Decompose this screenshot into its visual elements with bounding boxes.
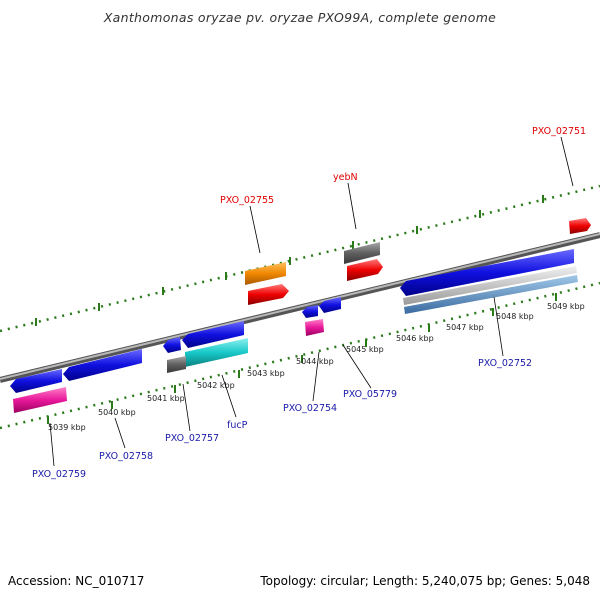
gene-pxo-02759-blue[interactable] bbox=[10, 369, 62, 393]
label-fucp[interactable]: fucP bbox=[227, 420, 248, 431]
kbp-label-5040: 5040 kbp bbox=[98, 408, 136, 417]
label-pxo-02757[interactable]: PXO_02757 bbox=[165, 433, 219, 444]
label-pxo-02751[interactable]: PXO_02751 bbox=[532, 126, 586, 137]
label-pxo-02754[interactable]: PXO_02754 bbox=[283, 403, 337, 414]
gene-pxo-05779[interactable] bbox=[319, 297, 341, 313]
gene-pxo-02752[interactable] bbox=[400, 249, 574, 296]
gene-pxo-02754-blue[interactable] bbox=[302, 305, 318, 318]
gene-pxo-02752-steel[interactable] bbox=[404, 275, 578, 314]
ruler-lower-ticks bbox=[47, 293, 557, 424]
kbp-label-5039: 5039 kbp bbox=[48, 423, 86, 432]
kbp-label-5041: 5041 kbp bbox=[147, 394, 185, 403]
genome-backbone-highlight bbox=[0, 233, 600, 380]
gene-pxo-02755[interactable] bbox=[245, 262, 286, 285]
gene-pxo-02757[interactable] bbox=[167, 356, 186, 373]
kbp-label-5049: 5049 kbp bbox=[547, 302, 585, 311]
gene-yebn-gray[interactable] bbox=[344, 242, 380, 264]
ruler-upper-ticks bbox=[35, 195, 544, 326]
kbp-label-5042: 5042 kbp bbox=[197, 381, 235, 390]
kbp-label-5047: 5047 kbp bbox=[446, 323, 484, 332]
kbp-label-5046: 5046 kbp bbox=[396, 334, 434, 343]
kbp-label-5048: 5048 kbp bbox=[496, 312, 534, 321]
kbp-label-5043: 5043 kbp bbox=[247, 369, 285, 378]
gene-pxo-02752-silver[interactable] bbox=[403, 266, 577, 305]
gene-fucp[interactable] bbox=[182, 321, 244, 348]
label-pxo-02755[interactable]: PXO_02755 bbox=[220, 195, 274, 206]
gene-pxo-02758[interactable] bbox=[63, 349, 142, 381]
kbp-label-5044: 5044 kbp bbox=[296, 357, 334, 366]
label-pxo-02758[interactable]: PXO_02758 bbox=[99, 451, 153, 462]
gene-pxo-02751[interactable] bbox=[569, 218, 591, 234]
kbp-label-5045: 5045 kbp bbox=[346, 345, 384, 354]
gene-pxo-02754[interactable] bbox=[305, 319, 324, 336]
callout-lines bbox=[49, 136, 574, 467]
label-pxo-02752[interactable]: PXO_02752 bbox=[478, 358, 532, 369]
label-pxo-02759[interactable]: PXO_02759 bbox=[32, 469, 86, 480]
genome-summary-text: Topology: circular; Length: 5,240,075 bp… bbox=[260, 574, 590, 588]
gene-pxo-02755-red[interactable] bbox=[248, 284, 289, 305]
accession-text: Accession: NC_010717 bbox=[8, 574, 145, 588]
genome-title: Xanthomonas oryzae pv. oryzae PXO99A, co… bbox=[103, 10, 497, 25]
gene-fucp-cyan[interactable] bbox=[185, 338, 248, 367]
label-pxo-05779[interactable]: PXO_05779 bbox=[343, 389, 397, 400]
gene-pxo-02759[interactable] bbox=[13, 387, 67, 413]
gene-yebn[interactable] bbox=[347, 259, 383, 281]
gene-pxo-02757-blue[interactable] bbox=[163, 337, 181, 353]
label-yebn[interactable]: yebN bbox=[333, 172, 358, 183]
